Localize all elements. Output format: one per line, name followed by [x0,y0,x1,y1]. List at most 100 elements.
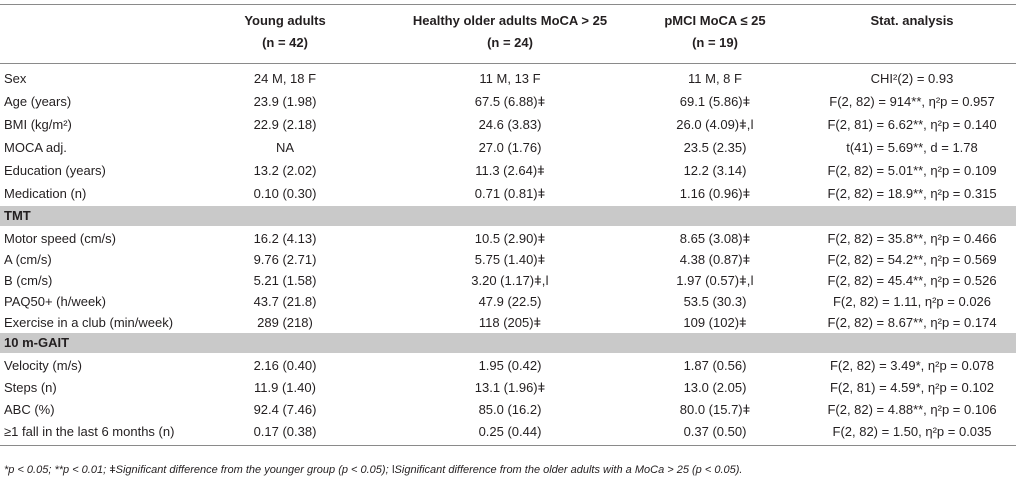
cell-older: 0.25 (0.44) [478,424,542,439]
table-row: B (cm/s) 5.21 (1.58) 3.20 (1.17)ǂ,ǀ 1.97 (0… [0,270,1016,291]
table-row: Age (years) 23.9 (1.98) 67.5 (6.88)ǂ 69.1 (… [0,91,1016,112]
row-label: Steps (n) [4,380,57,395]
cell-older: 13.1 (1.96)ǂ [474,380,546,395]
cell-young: 24 M, 18 F [253,71,317,86]
row-label: ≥1 fall in the last 6 months (n) [4,424,175,439]
row-label: Medication (n) [4,186,87,201]
cell-stat: F(2, 82) = 1.50, η²p = 0.035 [832,424,992,439]
cell-older: 67.5 (6.88)ǂ [474,94,546,109]
top-rule [0,4,1016,5]
footnote: *p < 0.05; **p < 0.01; ǂSignificant diff… [4,464,743,476]
header-young: Young adults (n = 42) [210,10,360,54]
cell-pmci: 26.0 (4.09)ǂ,ǀ [676,117,754,132]
cell-older: 11.3 (2.64)ǂ [475,163,545,178]
header-young-title: Young adults [244,13,326,28]
header-rule [0,63,1016,64]
cell-pmci: 8.65 (3.08)ǂ [679,231,751,246]
row-label: Motor speed (cm/s) [4,231,116,246]
cell-stat: F(2, 82) = 914**, η²p = 0.957 [829,94,995,109]
cell-young: 92.4 (7.46) [253,402,317,417]
row-label: BMI (kg/m²) [4,117,72,132]
table-row: Motor speed (cm/s) 16.2 (4.13) 10.5 (2.90)… [0,228,1016,249]
cell-stat: F(2, 82) = 54.2**, η²p = 0.569 [827,252,997,267]
table-row: Medication (n) 0.10 (0.30) 0.71 (0.81)ǂ 1.1… [0,183,1016,204]
cell-stat: F(2, 82) = 1.11, η²p = 0.026 [832,294,992,309]
section-gait-title: 10 m-GAIT [4,335,70,350]
header-pmci-n: (n = 19) [692,35,738,50]
cell-older: 11 M, 13 F [479,71,541,86]
cell-pmci: 1.97 (0.57)ǂ,ǀ [676,273,754,288]
table-row: Steps (n) 11.9 (1.40) 13.1 (1.96)ǂ 13.0 (2.… [0,377,1016,398]
cell-stat: F(2, 82) = 45.4**, η²p = 0.526 [827,273,997,288]
cell-older: 47.9 (22.5) [478,294,542,309]
cell-stat: F(2, 82) = 35.8**, η²p = 0.466 [827,231,997,246]
header-older-n: (n = 24) [487,35,533,50]
cell-pmci: 4.38 (0.87)ǂ [679,252,751,267]
table-row: ABC (%) 92.4 (7.46) 85.0 (16.2) 80.0 (15.7)… [0,399,1016,420]
row-label: PAQ50+ (h/week) [4,294,107,309]
table-row: Exercise in a club (min/week) 289 (218) 11… [0,312,1016,333]
table-row: MOCA adj. NA 27.0 (1.76) 23.5 (2.35) t(41) =… [0,137,1016,158]
cell-pmci: 23.5 (2.35) [683,140,747,155]
table-row: Velocity (m/s) 2.16 (0.40) 1.95 (0.42) 1.87… [0,355,1016,376]
header-older-title: Healthy older adults MoCA > 25 [412,13,608,28]
cell-stat: F(2, 82) = 4.88**, η²p = 0.106 [827,402,997,417]
row-label: A (cm/s) [4,252,52,267]
cell-stat: F(2, 82) = 5.01**, η²p = 0.109 [827,163,997,178]
cell-older: 24.6 (3.83) [478,117,542,132]
table-row: Education (years) 13.2 (2.02) 11.3 (2.64)ǂ… [0,160,1016,181]
cell-stat: F(2, 82) = 8.67**, η²p = 0.174 [827,315,997,330]
row-label: B (cm/s) [4,273,53,288]
row-label: Exercise in a club (min/week) [4,315,174,330]
table-row: A (cm/s) 9.76 (2.71) 5.75 (1.40)ǂ 4.38 (0.8… [0,249,1016,270]
cell-young: 16.2 (4.13) [253,231,317,246]
cell-older: 85.0 (16.2) [478,402,542,417]
cell-young: 0.17 (0.38) [253,424,317,439]
header-older: Healthy older adults MoCA > 25 (n = 24) [400,10,620,54]
row-label: MOCA adj. [4,140,67,155]
cell-older: 10.5 (2.90)ǂ [474,231,546,246]
section-gait: 10 m-GAIT [0,333,1016,353]
header-young-n: (n = 42) [262,35,308,50]
cell-pmci: 13.0 (2.05) [683,380,747,395]
row-label: Education (years) [4,163,106,178]
cell-young: 43.7 (21.8) [253,294,317,309]
row-label: Sex [4,71,27,86]
cell-young: 11.9 (1.40) [254,380,316,395]
cell-older: 3.20 (1.17)ǂ,ǀ [471,273,549,288]
row-label: ABC (%) [4,402,55,417]
row-label: Velocity (m/s) [4,358,83,373]
section-tmt: TMT [0,206,1016,226]
cell-older: 118 (205)ǂ [478,315,542,330]
cell-young: 0.10 (0.30) [253,186,317,201]
cell-young: 13.2 (2.02) [253,163,317,178]
cell-young: 289 (218) [257,315,313,330]
header-stat: Stat. analysis [812,10,1012,32]
cell-pmci: 0.37 (0.50) [683,424,747,439]
cell-older: 0.71 (0.81)ǂ [474,186,546,201]
cell-older: 5.75 (1.40)ǂ [474,252,546,267]
cell-older: 1.95 (0.42) [478,358,542,373]
bottom-rule [0,445,1016,446]
cell-pmci: 1.16 (0.96)ǂ [679,186,751,201]
cell-stat: t(41) = 5.69**, d = 1.78 [846,140,978,155]
header-pmci-title: pMCI MoCA ≤ 25 [664,13,766,28]
table-row: BMI (kg/m²) 22.9 (2.18) 24.6 (3.83) 26.0 (4… [0,114,1016,135]
cell-young: 9.76 (2.71) [253,252,317,267]
section-tmt-title: TMT [4,208,31,223]
cell-pmci: 53.5 (30.3) [683,294,747,309]
header-pmci: pMCI MoCA ≤ 25 (n = 19) [630,10,800,54]
cell-stat: F(2, 82) = 3.49*, η²p = 0.078 [829,358,995,373]
header-stat-title: Stat. analysis [870,13,954,28]
row-label: Age (years) [4,94,72,109]
cell-young: 2.16 (0.40) [253,358,317,373]
cell-pmci: 80.0 (15.7)ǂ [679,402,751,417]
table-row: Sex 24 M, 18 F 11 M, 13 F 11 M, 8 F CHI²(2) … [0,68,1016,89]
cell-young: 23.9 (1.98) [253,94,317,109]
cell-young: NA [275,140,295,155]
cell-stat: CHI²(2) = 0.93 [870,71,954,86]
cell-pmci: 69.1 (5.86)ǂ [679,94,751,109]
cell-older: 27.0 (1.76) [478,140,542,155]
cell-young: 5.21 (1.58) [253,273,317,288]
table-row: PAQ50+ (h/week) 43.7 (21.8) 47.9 (22.5) 53.… [0,291,1016,312]
